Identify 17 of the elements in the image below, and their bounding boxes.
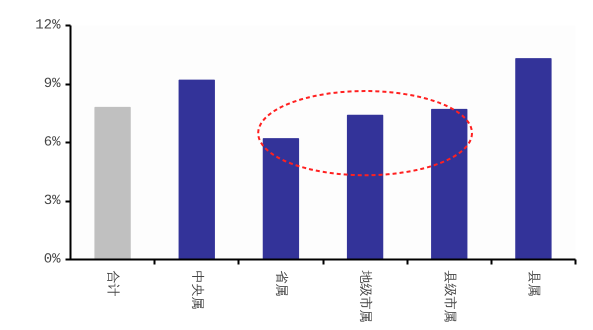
x-tick-label: 合计 [105,270,120,296]
bar [262,138,300,260]
bar [346,114,384,260]
bar [94,106,131,260]
bar [515,58,552,260]
y-tick-label: 12% [35,18,62,34]
y-tick-label: 9% [44,76,62,92]
x-tick-label: 地级市属 [358,270,373,322]
bar [431,108,468,260]
x-tick-label: 县属 [526,270,541,296]
bar [178,80,215,260]
y-tick-label: 0% [44,252,62,268]
y-tick-label: 3% [44,193,62,209]
x-tick-label: 中央属 [189,270,204,310]
x-tick-label: 县级市属 [442,270,457,322]
y-tick-label: 6% [44,134,62,150]
x-tick-label: 省属 [273,270,288,296]
